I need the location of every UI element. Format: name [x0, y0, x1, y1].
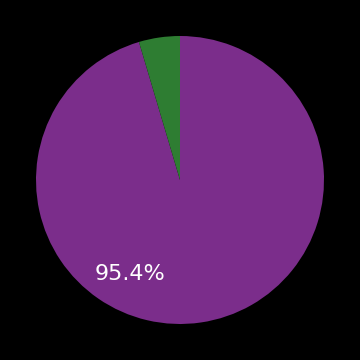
Wedge shape [139, 36, 180, 180]
Wedge shape [36, 36, 324, 324]
Text: 95.4%: 95.4% [94, 264, 165, 284]
